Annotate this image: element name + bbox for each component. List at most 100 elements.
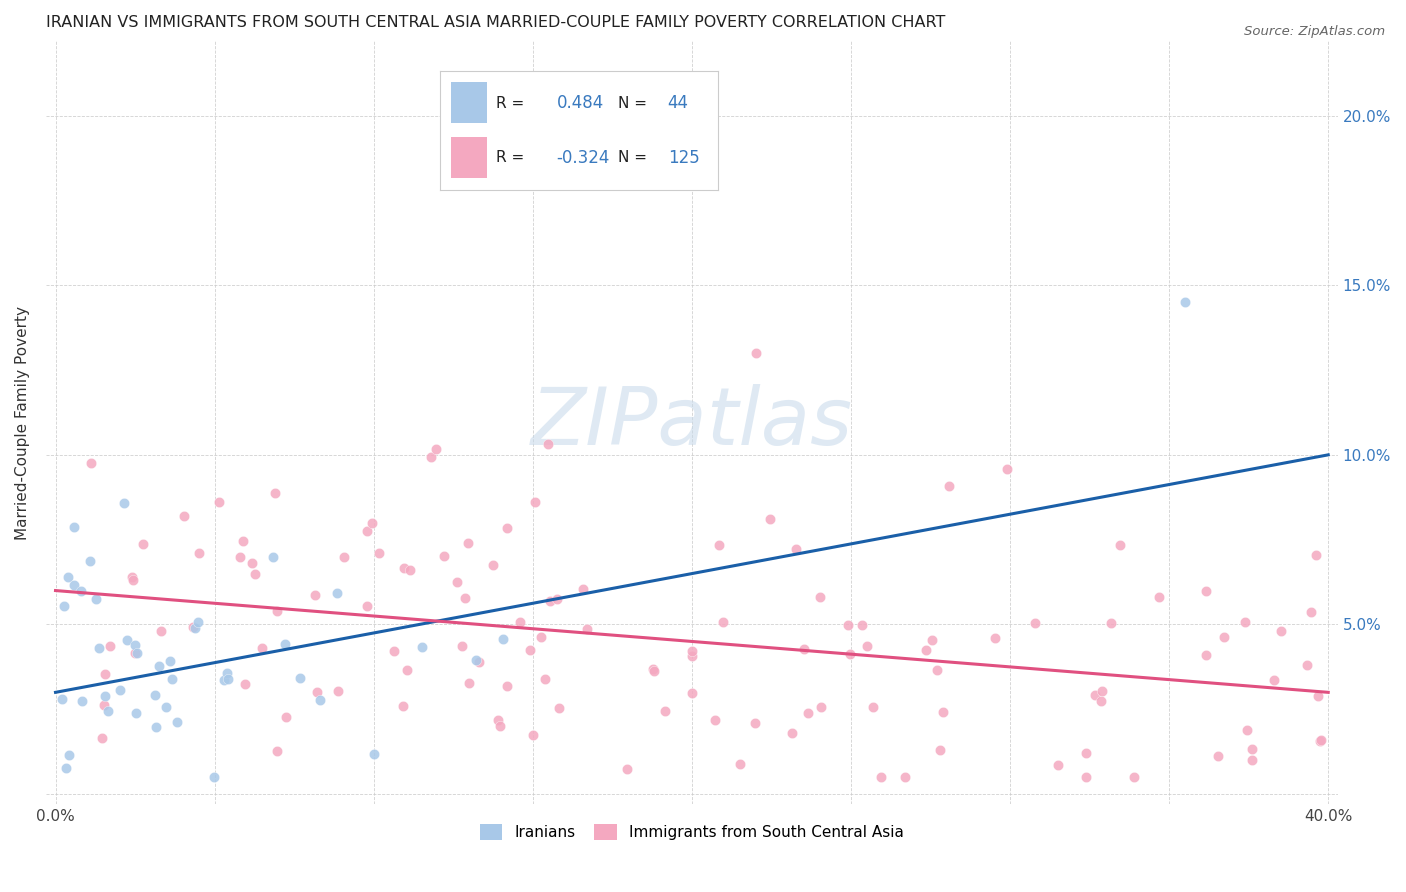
Point: [181, 620, 204, 634]
Point: [326, 585, 349, 599]
Point: [530, 630, 553, 644]
Point: [1234, 615, 1257, 629]
Point: [465, 653, 488, 667]
Point: [488, 719, 510, 733]
Point: [425, 442, 447, 456]
Point: [356, 599, 378, 613]
Point: [921, 633, 943, 648]
Point: [681, 649, 703, 664]
Point: [274, 636, 297, 650]
Point: [132, 537, 155, 551]
Point: [1195, 648, 1218, 663]
Point: [509, 615, 531, 630]
Point: [796, 706, 818, 720]
Point: [1174, 295, 1197, 310]
Point: [360, 516, 382, 530]
Point: [250, 641, 273, 656]
Point: [995, 462, 1018, 476]
Point: [1206, 749, 1229, 764]
Legend: Iranians, Immigrants from South Central Asia: Iranians, Immigrants from South Central …: [474, 818, 910, 847]
Point: [243, 566, 266, 581]
Y-axis label: Married-Couple Family Poverty: Married-Couple Family Poverty: [15, 306, 30, 540]
Point: [839, 647, 862, 661]
Point: [187, 615, 209, 630]
Point: [984, 631, 1007, 645]
Point: [125, 706, 148, 720]
Point: [643, 664, 665, 678]
Point: [457, 536, 479, 550]
Point: [232, 534, 254, 549]
Point: [808, 590, 831, 604]
Point: [332, 549, 354, 564]
Point: [1213, 630, 1236, 644]
Point: [711, 615, 734, 629]
Point: [160, 672, 183, 686]
Point: [1046, 757, 1069, 772]
Point: [117, 633, 139, 648]
Point: [233, 677, 256, 691]
Point: [150, 624, 173, 638]
Point: [870, 770, 893, 784]
Point: [382, 644, 405, 658]
Point: [481, 558, 503, 572]
Point: [519, 643, 541, 657]
Point: [785, 542, 807, 557]
Point: [1309, 733, 1331, 747]
Point: [79, 554, 101, 568]
Point: [145, 720, 167, 734]
Point: [454, 591, 477, 606]
Point: [1306, 690, 1329, 704]
Point: [70, 583, 93, 598]
Point: [486, 713, 509, 727]
Point: [1309, 732, 1331, 747]
Point: [925, 663, 948, 677]
Point: [523, 495, 546, 509]
Point: [240, 556, 263, 570]
Point: [155, 700, 177, 714]
Point: [929, 743, 952, 757]
Point: [492, 632, 515, 646]
Point: [1076, 746, 1098, 760]
Point: [411, 640, 433, 655]
Point: [467, 655, 489, 669]
Point: [758, 512, 780, 526]
Point: [363, 747, 385, 762]
Point: [266, 744, 288, 758]
Point: [124, 646, 146, 660]
Point: [212, 673, 235, 687]
Point: [681, 686, 703, 700]
Point: [108, 683, 131, 698]
Point: [914, 642, 936, 657]
Point: [855, 639, 877, 653]
Point: [121, 570, 143, 584]
Point: [173, 508, 195, 523]
Point: [89, 641, 111, 656]
Point: [932, 706, 955, 720]
Point: [53, 599, 76, 613]
Point: [396, 663, 419, 677]
Point: [356, 524, 378, 539]
Point: [1296, 658, 1319, 673]
Point: [1147, 590, 1170, 604]
Point: [1236, 723, 1258, 737]
Point: [326, 683, 349, 698]
Point: [616, 763, 638, 777]
Point: [1122, 770, 1144, 784]
Point: [368, 546, 391, 560]
Text: Source: ZipAtlas.com: Source: ZipAtlas.com: [1244, 25, 1385, 38]
Point: [1099, 616, 1122, 631]
Point: [124, 638, 146, 652]
Point: [744, 715, 766, 730]
Point: [58, 747, 80, 762]
Point: [90, 731, 112, 745]
Point: [63, 519, 86, 533]
Point: [446, 574, 468, 589]
Point: [641, 662, 664, 676]
Point: [1195, 584, 1218, 599]
Point: [207, 494, 229, 508]
Point: [394, 561, 416, 575]
Point: [495, 679, 517, 693]
Point: [392, 699, 415, 714]
Point: [1240, 742, 1263, 756]
Point: [217, 666, 239, 681]
